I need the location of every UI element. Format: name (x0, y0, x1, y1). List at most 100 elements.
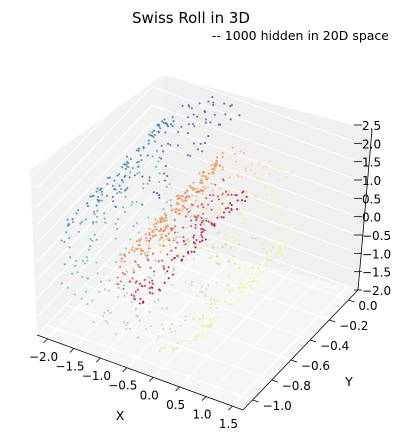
data-point (149, 324, 152, 328)
data-point (84, 262, 87, 265)
data-point (148, 281, 151, 284)
data-point (187, 210, 190, 214)
data-point (164, 225, 167, 228)
data-point (204, 292, 207, 295)
data-point (192, 188, 195, 191)
data-point (148, 179, 151, 182)
grid-line-x (47, 218, 163, 340)
z-axis-line (357, 129, 373, 291)
data-point (193, 257, 196, 260)
data-point (119, 280, 122, 283)
data-point (165, 201, 168, 204)
data-point (284, 246, 287, 249)
data-point (255, 216, 258, 219)
data-point (201, 150, 204, 153)
data-point (177, 253, 180, 256)
data-point (250, 163, 253, 166)
data-point (158, 237, 161, 240)
data-point (126, 321, 129, 324)
data-point (137, 160, 140, 163)
data-point (242, 195, 246, 198)
data-point (180, 210, 184, 213)
data-point (234, 290, 238, 293)
data-point (89, 195, 92, 198)
data-point (172, 266, 175, 269)
data-point (189, 215, 192, 218)
data-point (193, 234, 196, 237)
data-point (269, 206, 272, 209)
data-point (116, 295, 119, 298)
data-point (209, 325, 212, 328)
data-point (132, 225, 135, 228)
data-point (186, 154, 189, 157)
data-point (138, 171, 141, 174)
data-point (204, 294, 207, 298)
data-point (147, 142, 150, 145)
data-point (129, 238, 132, 241)
data-point (120, 179, 123, 182)
data-point (275, 201, 278, 204)
data-point (122, 287, 125, 290)
grid-line-z (36, 67, 153, 189)
data-point (181, 104, 184, 107)
data-point (201, 235, 204, 238)
data-point (241, 289, 244, 292)
data-point (213, 163, 216, 166)
data-point (126, 187, 129, 190)
data-point (106, 182, 109, 186)
data-point (146, 154, 149, 157)
data-point (168, 243, 171, 246)
data-point (298, 198, 301, 201)
axis-lines (36, 129, 373, 411)
data-point (174, 329, 177, 333)
data-point (157, 288, 161, 291)
data-point (192, 142, 196, 145)
data-point (271, 246, 275, 249)
data-point (192, 181, 195, 184)
data-point (253, 172, 256, 175)
data-point (181, 200, 184, 203)
data-point (153, 274, 156, 277)
data-point (240, 176, 243, 179)
data-point (148, 234, 151, 237)
data-point (265, 228, 268, 232)
data-point (86, 259, 89, 262)
data-point (205, 219, 208, 222)
data-point (161, 307, 164, 310)
data-point (173, 256, 176, 259)
data-point (281, 248, 284, 251)
data-point (212, 322, 215, 325)
data-point (267, 240, 270, 243)
data-point (144, 233, 147, 236)
data-point (114, 205, 117, 209)
data-point (201, 181, 204, 184)
data-point (171, 116, 174, 119)
data-point (221, 210, 224, 213)
data-point (158, 156, 161, 159)
data-point (74, 264, 77, 268)
data-point (307, 218, 311, 221)
data-point (173, 231, 176, 234)
data-point (215, 281, 218, 284)
data-point (202, 317, 205, 320)
data-point (148, 310, 151, 314)
data-point (279, 216, 282, 219)
data-point (154, 259, 157, 262)
chart-title: Swiss Roll in 3D (132, 9, 250, 27)
data-point (232, 255, 235, 258)
data-point (136, 336, 139, 339)
data-point (189, 154, 192, 157)
data-point (219, 207, 222, 210)
data-point (109, 311, 112, 314)
data-point (228, 176, 231, 179)
data-point (105, 194, 109, 197)
data-point (169, 227, 172, 230)
pane-right (163, 75, 372, 290)
data-point (210, 182, 213, 185)
y-ticks: −1.0 −0.8 −0.6 −0.4 −0.2 0.0 (252, 299, 378, 413)
data-point (249, 284, 252, 287)
grid-line-x (126, 247, 243, 369)
data-point (261, 213, 264, 216)
data-point (271, 201, 274, 204)
data-point (177, 194, 180, 197)
